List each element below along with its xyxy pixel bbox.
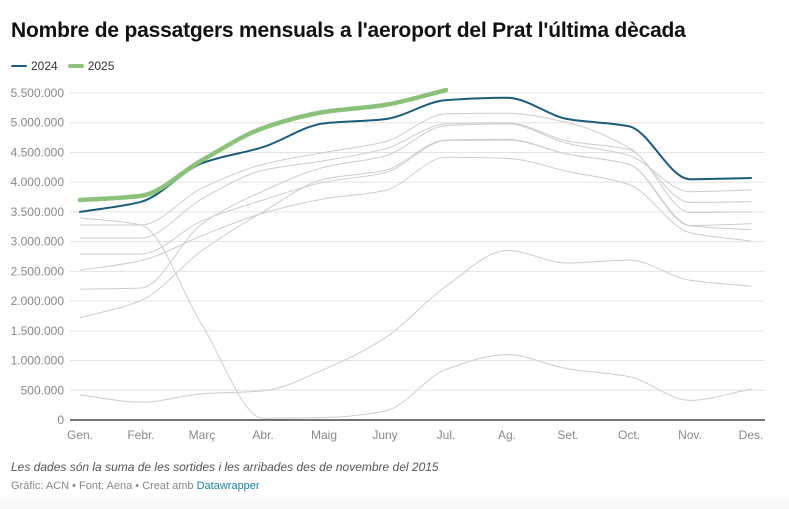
legend-label-2025: 2025 [87,59,115,73]
legend-label-2024: 2024 [31,59,58,73]
y-tick-label: 2.500.000 [11,264,65,278]
legend-swatch-2025 [67,64,84,68]
y-tick-label: 5.000.000 [11,116,65,130]
x-tick-label: Maig [311,428,337,442]
chart-notes: Les dades són la suma de les sortides i … [11,460,439,474]
y-axis: 0 500.000 1.000.000 1.500.000 2.000.000 2.500… [11,86,65,427]
x-tick-label: Febr. [127,428,154,442]
x-tick-label: Juny [372,428,397,442]
line-chart: 0 500.000 1.000.000 1.500.000 2.000.000 2.500… [11,86,765,442]
y-tick-label: 0 [57,413,64,427]
legend-item-2025: 2025 [67,59,115,73]
series-line-2019 [79,112,752,226]
datawrapper-link[interactable]: Datawrapper [196,480,260,492]
y-tick-label: 4.500.000 [11,145,65,159]
series-line-2018 [79,122,752,239]
x-tick-label: Març [189,428,216,442]
series-line-2022 [79,138,752,319]
y-tick-label: 1.000.000 [11,354,65,368]
x-tick-label: Des. [739,428,764,442]
highlighted-series [77,87,752,213]
series-line-2017 [79,139,752,255]
y-tick-label: 1.500.000 [11,324,65,338]
legend-item-2024: 2024 [11,59,58,73]
x-tick-label: Set. [557,428,578,442]
y-tick-label: 500.000 [21,383,65,397]
byline-text: Gràfic: ACN • Font: Aena • Creat amb [11,480,197,492]
x-tick-label: Nov. [678,428,702,442]
background-series [79,112,752,419]
series-line-2025 [77,87,449,203]
y-tick-label: 2.000.000 [11,294,65,308]
y-tick-label: 4.000.000 [11,175,65,189]
x-tick-label: Jul. [437,428,456,442]
x-tick-label: Oct. [618,428,640,442]
y-tick-label: 3.500.000 [11,205,65,219]
bottom-fade [0,495,789,509]
x-tick-label: Abr. [252,428,273,442]
byline: Gràfic: ACN • Font: Aena • Creat amb Dat… [11,480,260,492]
chart-title: Nombre de passatgers mensuals a l'aeropo… [11,19,686,42]
series-line-2021 [79,250,752,403]
legend: 2024 2025 [11,59,124,73]
series-line-2020 [79,217,752,419]
y-tick-label: 5.500.000 [11,86,65,100]
series-line-2016 [79,156,752,271]
x-tick-label: Gen. [67,428,93,442]
series-line-2023 [79,123,752,290]
y-tick-label: 3.000.000 [11,235,65,249]
legend-swatch-2024 [11,64,27,68]
x-axis: Gen. Febr. Març Abr. Maig Juny Jul. Ag. Set. Oct.… [67,428,763,442]
x-tick-label: Ag. [498,428,516,442]
